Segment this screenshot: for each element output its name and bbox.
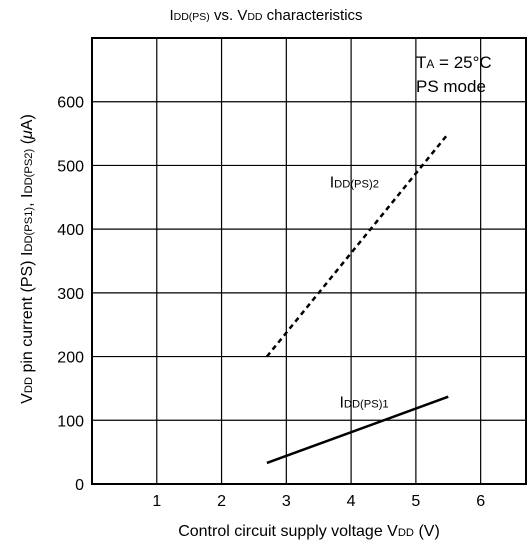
y-tick-label: 300 — [57, 286, 84, 303]
chart-title: IDD(PS) vs. VDD characteristics — [169, 7, 362, 24]
x-tick-label: 2 — [217, 493, 226, 510]
x-tick-label: 1 — [152, 493, 161, 510]
x-tick-label: 6 — [476, 493, 485, 510]
tick-labels: 1 2 3 4 5 6 0 100 200 300 400 500 600 — [57, 95, 485, 510]
series-line-2 — [265, 132, 450, 358]
series-label-2: IDD(PS)2 — [330, 175, 379, 192]
x-tick-label: 4 — [347, 493, 356, 510]
plot-frame — [91, 37, 527, 485]
y-axis-label: VDD pin current (PS) IDD(PS1), IDD(PS2) … — [19, 114, 36, 404]
x-tick-label: 3 — [282, 493, 291, 510]
annotation-temperature: TA = 25°C — [416, 53, 492, 72]
series-label-1: IDD(PS)1 — [339, 395, 388, 412]
y-tick-label: 0 — [75, 477, 84, 494]
x-axis-label: Control circuit supply voltage VDD (V) — [178, 523, 440, 540]
series-line-1 — [266, 395, 449, 465]
y-tick-label: 500 — [57, 158, 84, 175]
y-tick-label: 100 — [57, 413, 84, 430]
y-tick-label: 400 — [57, 222, 84, 239]
annotation-mode: PS mode — [416, 77, 486, 96]
series: IDD(PS)1 IDD(PS)2 — [265, 132, 450, 465]
grid — [92, 38, 526, 484]
x-tick-label: 5 — [411, 493, 420, 510]
y-tick-label: 200 — [57, 350, 84, 367]
y-tick-label: 600 — [57, 95, 84, 112]
